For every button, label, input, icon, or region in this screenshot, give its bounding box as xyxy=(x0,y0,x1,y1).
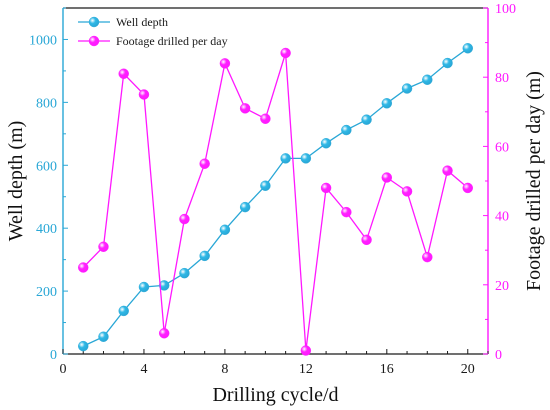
data-point-footage xyxy=(239,103,251,114)
y-left-tick-label: 400 xyxy=(36,222,57,237)
y-left-tick-label: 1000 xyxy=(29,33,57,48)
y-axis-right-title: Footage drilled per day (m) xyxy=(523,71,545,291)
data-point-footage xyxy=(341,206,352,218)
y-left-tick-label: 800 xyxy=(36,96,57,111)
y-right-tick-label: 20 xyxy=(495,279,509,294)
data-point-well-depth xyxy=(138,281,150,293)
x-tick-label: 12 xyxy=(299,362,313,377)
y-right-tick-label: 60 xyxy=(495,140,509,155)
y-right-tick-label: 80 xyxy=(495,71,509,86)
legend: Well depth Footage drilled per day xyxy=(78,15,228,48)
data-point-footage xyxy=(361,234,372,246)
data-point-footage xyxy=(78,262,89,273)
data-point-well-depth xyxy=(118,305,129,317)
data-point-well-depth xyxy=(300,153,312,164)
series-layer xyxy=(78,43,473,356)
y-left-tick-label: 200 xyxy=(36,285,57,300)
data-point-well-depth xyxy=(78,340,89,352)
data-point-footage xyxy=(260,113,271,124)
x-tick-label: 20 xyxy=(461,362,475,377)
legend-marker-well-depth xyxy=(88,16,100,28)
data-point-footage xyxy=(462,182,473,194)
data-point-well-depth xyxy=(442,57,453,69)
data-point-well-depth xyxy=(280,153,291,164)
data-point-footage xyxy=(199,158,210,169)
data-point-well-depth xyxy=(361,114,372,125)
data-point-well-depth xyxy=(179,267,190,279)
x-tick-label: 8 xyxy=(221,362,228,377)
y-right-tick-label: 0 xyxy=(495,348,502,363)
data-point-footage xyxy=(118,68,129,79)
y-axis-left-title: Well depth (m) xyxy=(5,121,27,242)
data-point-well-depth xyxy=(239,201,251,213)
legend-label-footage: Footage drilled per day xyxy=(116,34,228,48)
legend-marker-footage xyxy=(88,35,100,47)
y-right-tick-label: 100 xyxy=(495,2,516,17)
data-point-footage xyxy=(381,172,393,183)
data-point-well-depth xyxy=(219,224,231,235)
y-left-tick-label: 600 xyxy=(36,159,57,174)
data-point-footage xyxy=(158,328,170,339)
data-point-well-depth xyxy=(98,331,109,342)
y-right-tick-label: 40 xyxy=(495,210,509,225)
data-point-footage xyxy=(179,213,190,225)
data-point-well-depth xyxy=(341,124,352,136)
data-point-well-depth xyxy=(462,43,473,54)
data-point-footage xyxy=(320,182,332,194)
data-point-footage xyxy=(280,47,291,59)
data-point-well-depth xyxy=(422,74,433,85)
data-point-well-depth xyxy=(260,180,271,191)
data-point-footage xyxy=(300,345,312,356)
data-point-footage xyxy=(422,251,433,263)
x-tick-label: 16 xyxy=(380,362,394,377)
data-point-well-depth xyxy=(199,250,210,262)
data-point-well-depth xyxy=(158,280,170,291)
x-axis-title: Drilling cycle/d xyxy=(212,384,338,406)
legend-label-well-depth: Well depth xyxy=(116,15,168,29)
y-left-tick-label: 0 xyxy=(50,348,57,363)
data-point-footage xyxy=(401,186,413,197)
data-point-well-depth xyxy=(381,98,393,109)
data-point-footage xyxy=(98,241,109,252)
data-point-footage xyxy=(219,58,231,69)
data-point-footage xyxy=(442,165,453,176)
data-point-footage xyxy=(138,89,150,100)
x-tick-label: 4 xyxy=(140,362,147,377)
data-point-well-depth xyxy=(320,138,332,149)
data-point-well-depth xyxy=(401,83,413,94)
x-tick-label: 0 xyxy=(60,362,67,377)
